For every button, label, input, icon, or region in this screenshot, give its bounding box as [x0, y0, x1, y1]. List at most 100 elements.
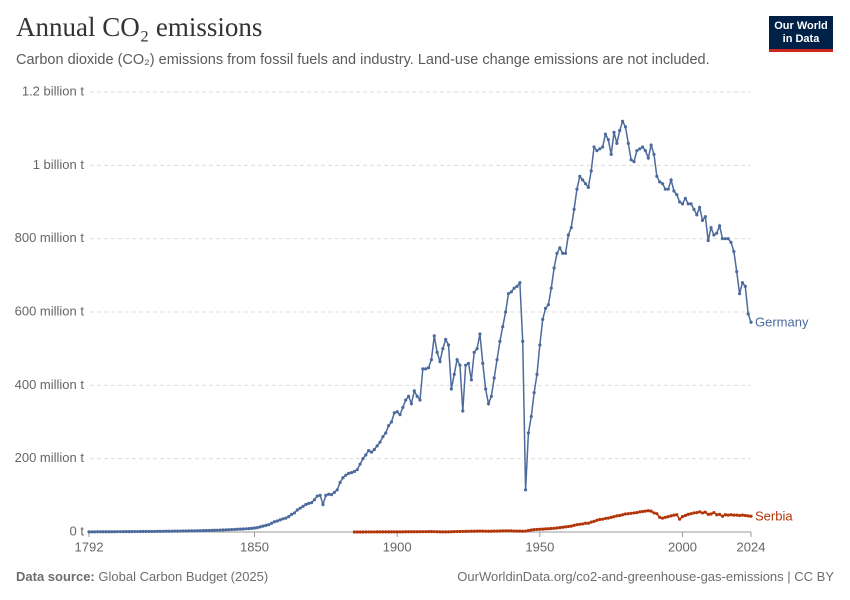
data-point: [692, 511, 696, 515]
data-point: [429, 530, 434, 534]
data-point: [609, 515, 613, 519]
data-point: [549, 286, 553, 290]
data-point: [475, 529, 479, 533]
data-point: [592, 519, 596, 523]
data-point: [281, 517, 285, 521]
data-point: [230, 527, 234, 532]
data-point: [521, 339, 525, 343]
data-point: [444, 337, 448, 342]
data-point: [615, 141, 619, 145]
data-point: [332, 490, 336, 494]
data-point: [167, 529, 171, 533]
data-point: [552, 526, 556, 530]
data-point: [466, 529, 471, 533]
data-point: [683, 513, 687, 518]
data-point: [173, 529, 177, 533]
data-point: [455, 358, 459, 362]
data-point: [195, 529, 200, 533]
data-point: [198, 529, 202, 533]
data-point: [150, 529, 154, 534]
data-point: [215, 528, 220, 532]
logo-line: Our World: [774, 20, 828, 32]
y-tick-label: 200 million t: [15, 450, 85, 465]
data-point: [672, 513, 676, 517]
data-point: [749, 514, 753, 518]
data-point: [355, 530, 359, 534]
data-point: [526, 528, 531, 533]
data-point: [341, 476, 345, 480]
data-point: [635, 149, 639, 153]
source-name[interactable]: Global Carbon Budget (2025): [98, 569, 269, 584]
data-point: [387, 424, 391, 428]
data-point: [438, 530, 442, 534]
data-point: [578, 174, 582, 178]
data-point: [746, 514, 750, 518]
logo[interactable]: Our World in Data: [769, 16, 833, 52]
data-point: [378, 440, 382, 444]
data-point: [158, 529, 162, 533]
data-point: [601, 145, 605, 149]
data-point: [492, 529, 496, 533]
data-point: [406, 530, 411, 534]
data-point: [221, 528, 225, 532]
data-point: [409, 530, 414, 534]
data-point: [95, 530, 100, 534]
data-point: [355, 468, 359, 472]
data-point: [632, 511, 636, 515]
data-point: [521, 529, 525, 533]
data-point: [518, 281, 522, 285]
data-point: [287, 515, 291, 519]
data-point: [686, 202, 690, 206]
data-point: [481, 361, 485, 365]
data-point: [606, 516, 610, 520]
url[interactable]: OurWorldinData.org/co2-and-greenhouse-ga…: [457, 569, 834, 584]
data-point: [424, 367, 428, 371]
data-point: [144, 529, 148, 534]
data-point: [304, 502, 308, 507]
data-point: [652, 511, 656, 515]
data-point: [349, 471, 354, 475]
data-point: [404, 398, 408, 402]
data-point: [535, 527, 539, 532]
source: Data source: Global Carbon Budget (2025): [16, 569, 268, 584]
data-point: [284, 516, 288, 520]
data-point: [475, 347, 479, 351]
data-point: [618, 513, 622, 518]
data-point: [358, 462, 362, 466]
data-point: [523, 529, 528, 533]
data-point: [361, 457, 365, 461]
data-point: [489, 529, 493, 533]
data-point: [93, 530, 97, 534]
legend-label[interactable]: Germany: [755, 315, 809, 330]
data-point: [506, 529, 511, 533]
data-point: [395, 410, 399, 414]
data-point: [107, 530, 111, 534]
data-point: [449, 530, 453, 534]
data-point: [352, 469, 356, 474]
data-point: [464, 529, 468, 533]
data-point: [663, 515, 667, 519]
legend-label[interactable]: Serbia: [755, 509, 793, 524]
data-point: [121, 530, 125, 534]
data-point: [472, 350, 476, 354]
data-point: [472, 529, 476, 533]
data-point: [626, 141, 630, 145]
data-point: [184, 529, 188, 533]
data-point: [655, 174, 659, 178]
data-point: [421, 367, 425, 371]
data-point: [387, 530, 391, 534]
data-point: [232, 527, 237, 532]
data-point: [532, 528, 536, 532]
data-point: [603, 516, 608, 521]
data-point: [729, 513, 733, 517]
data-point: [700, 218, 705, 222]
data-point: [124, 530, 128, 534]
source-label: Data source:: [16, 569, 95, 584]
data-point: [606, 138, 610, 142]
logo-line: in Data: [782, 33, 820, 45]
data-point: [315, 494, 319, 498]
data-point: [732, 513, 736, 517]
data-point: [509, 290, 513, 294]
data-point: [515, 529, 519, 533]
data-point: [338, 480, 342, 485]
